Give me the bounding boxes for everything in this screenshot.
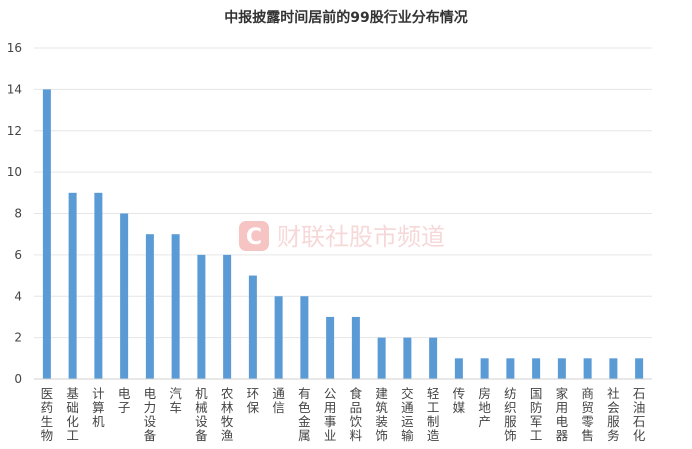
x-tick-label: 交通运输 [401,386,414,443]
x-tick-label: 基础化工 [66,386,79,443]
bars [42,89,644,379]
bar [351,316,360,379]
bar [94,192,103,379]
bar [635,358,644,379]
x-tick-label: 食品饮料 [350,386,363,443]
y-tick-label: 10 [7,165,22,179]
x-tick-label: 汽车 [169,386,182,415]
watermark: C 财联社股市频道 [239,221,445,251]
bar [223,254,232,379]
x-tick-label: 机械设备 [195,386,208,443]
x-tick-label: 家用电器 [556,386,569,443]
watermark-text: 财联社股市频道 [277,223,445,251]
x-tick-label: 房地产 [478,386,491,429]
bar [506,358,515,379]
x-tick-label: 环保 [247,386,260,415]
bar [403,337,412,379]
x-tick-label: 电力设备 [144,386,157,443]
bar [454,358,463,379]
bar [171,234,180,379]
x-tick-label: 医药生物 [41,386,54,443]
x-tick-label: 商贸零售 [581,386,594,443]
bar [120,213,129,379]
bar [248,275,257,379]
y-tick-label: 4 [14,289,22,303]
gridlines [34,47,652,339]
x-tick-label: 电子 [118,386,131,415]
y-tick-label: 12 [7,124,22,138]
bar [326,316,335,379]
bar [480,358,489,379]
y-tick-label: 6 [14,248,22,262]
bar [274,296,283,379]
bar [145,234,154,379]
x-tick-label: 通信 [272,386,285,415]
x-tick-label: 公用事业 [324,386,337,443]
y-tick-label: 2 [14,331,22,345]
bar [300,296,309,379]
y-tick-label: 16 [7,41,22,55]
x-tick-label: 国防军工 [530,386,543,443]
y-tick-label: 14 [7,82,22,96]
x-tick-label: 农林牧渔 [221,386,234,443]
x-tick-label: 石油石化 [633,386,646,443]
x-tick-label: 社会服务 [607,386,620,443]
y-axis: 0 2 4 6 8 10 12 14 16 [7,41,22,386]
bar [377,337,386,379]
x-axis-labels: 医药生物基础化工计算机电子电力设备汽车机械设备农林牧渔环保通信有色金属公用事业食… [41,386,646,443]
x-tick-label: 建筑装饰 [375,386,388,443]
watermark-logo-letter: C [246,225,262,250]
bar [609,358,618,379]
x-tick-label: 纺织服饰 [504,386,517,443]
x-tick-label: 有色金属 [298,386,311,443]
watermark-logo [239,221,269,251]
x-tick-label: 计算机 [92,386,105,429]
y-tick-label: 0 [14,372,22,386]
x-tick-label: 传媒 [453,386,466,415]
bar [68,192,77,379]
y-tick-label: 8 [14,207,22,221]
x-tick-label: 轻工制造 [427,386,440,443]
bar [429,337,438,379]
bar [532,358,541,379]
bar [583,358,592,379]
chart-title: 中报披露时间居前的99股行业分布情况 [224,9,467,26]
bar [557,358,566,379]
bar [42,89,51,379]
bar [197,254,206,379]
